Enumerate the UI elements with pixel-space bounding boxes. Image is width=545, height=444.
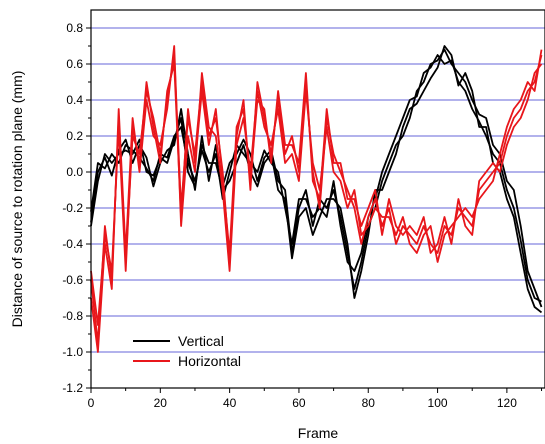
y-tick-label-10: 0.8 [66, 21, 83, 35]
legend-label-vertical: Vertical [178, 333, 224, 349]
y-tick-label-2: -0.8 [62, 309, 83, 323]
y-axis-title: Distance of source to rotation plane (mm… [9, 71, 25, 328]
x-tick-label-1: 20 [154, 396, 168, 410]
plot-frame [90, 9, 545, 389]
y-tick-label-3: -0.6 [62, 273, 83, 287]
legend: Vertical Horizontal [133, 333, 241, 369]
x-tick-label-0: 0 [88, 396, 95, 410]
y-tick-label-9: 0.6 [66, 57, 83, 71]
y-tick-label-7: 0.2 [66, 129, 83, 143]
x-tick-label-5: 100 [428, 396, 448, 410]
series-line-horizontal-5 [90, 63, 543, 326]
y-tick-label-0: -1.2 [62, 381, 83, 395]
x-axis-title: Frame [298, 425, 339, 441]
data-series [90, 45, 543, 353]
x-tick-label-3: 60 [292, 396, 306, 410]
x-axis: 0 20 40 60 80 100 120 [88, 388, 543, 410]
series-line-horizontal-4 [90, 45, 543, 353]
x-tick-label-4: 80 [362, 396, 376, 410]
y-tick-label-4: -0.4 [62, 237, 83, 251]
y-tick-label-8: 0.4 [66, 93, 83, 107]
x-tick-label-2: 40 [223, 396, 237, 410]
y-tick-label-6: 0.0 [66, 165, 83, 179]
y-axis: -1.2 -1.0 -0.8 -0.6 -0.4 -0.2 0.0 0.2 0.4 0.6 0.8 [62, 21, 91, 395]
series-line-vertical-2 [90, 45, 543, 314]
y-tick-label-1: -1.0 [62, 345, 83, 359]
y-tick-label-5: -0.2 [62, 201, 83, 215]
x-tick-label-6: 120 [497, 396, 517, 410]
grid-lines [91, 27, 545, 353]
series-line-vertical-1 [90, 54, 542, 303]
legend-label-horizontal: Horizontal [178, 353, 241, 369]
